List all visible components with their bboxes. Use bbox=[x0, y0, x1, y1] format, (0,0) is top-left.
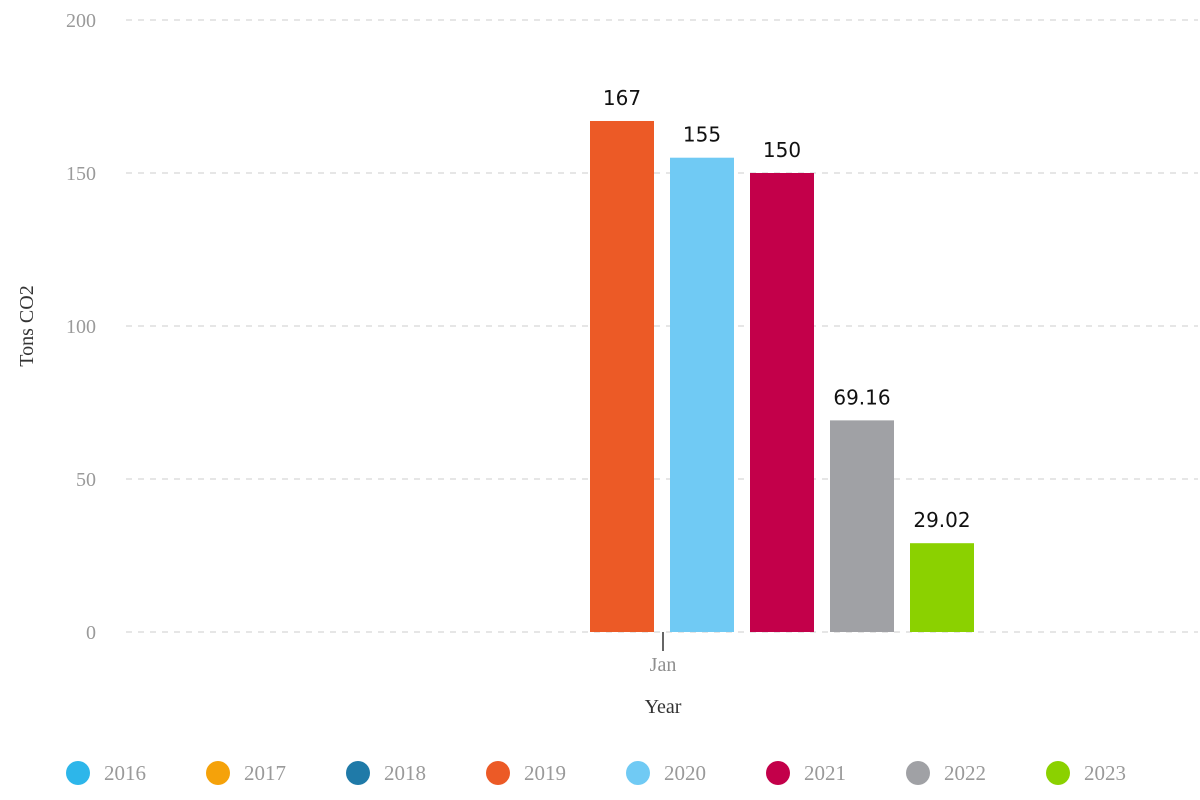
legend-item-2016[interactable]: 2016 bbox=[66, 761, 146, 785]
y-tick-label: 50 bbox=[76, 469, 96, 491]
legend-marker bbox=[906, 761, 930, 785]
legend-marker bbox=[66, 761, 90, 785]
y-tick-label: 200 bbox=[66, 10, 96, 32]
data-label-2021: 150 bbox=[763, 138, 801, 162]
legend-label: 2020 bbox=[664, 761, 706, 785]
legend: 2016 2017 2018 2019 2020 2021 2022 2023 bbox=[66, 761, 1126, 785]
legend-label: 2023 bbox=[1084, 761, 1126, 785]
legend-item-2022[interactable]: 2022 bbox=[906, 761, 986, 785]
data-label-2022: 69.16 bbox=[833, 385, 890, 409]
x-tick-label: Jan bbox=[650, 654, 677, 676]
bar-2020[interactable] bbox=[670, 157, 734, 632]
legend-marker bbox=[626, 761, 650, 785]
y-axis-title: Tons CO2 bbox=[16, 285, 38, 366]
y-tick-label: 100 bbox=[66, 316, 96, 338]
legend-marker bbox=[486, 761, 510, 785]
y-tick-label: 150 bbox=[66, 163, 96, 185]
bar-2019[interactable] bbox=[590, 120, 654, 632]
y-axis-ticks: 0 50 100 150 200 bbox=[66, 10, 96, 644]
legend-item-2020[interactable]: 2020 bbox=[626, 761, 706, 785]
data-label-2019: 167 bbox=[603, 86, 641, 110]
data-label-2023: 29.02 bbox=[913, 508, 970, 532]
legend-label: 2018 bbox=[384, 761, 426, 785]
bar-2021[interactable] bbox=[750, 173, 814, 632]
bar-2022[interactable] bbox=[830, 420, 894, 632]
legend-label: 2022 bbox=[944, 761, 986, 785]
y-tick-label: 0 bbox=[86, 622, 96, 644]
legend-label: 2017 bbox=[244, 761, 286, 785]
legend-marker bbox=[766, 761, 790, 785]
legend-label: 2021 bbox=[804, 761, 846, 785]
x-axis: Jan bbox=[650, 632, 677, 676]
legend-marker bbox=[1046, 761, 1070, 785]
x-axis-title: Year bbox=[645, 696, 682, 718]
legend-item-2017[interactable]: 2017 bbox=[206, 761, 286, 785]
legend-item-2019[interactable]: 2019 bbox=[486, 761, 566, 785]
legend-marker bbox=[206, 761, 230, 785]
grid-lines bbox=[126, 19, 1198, 633]
bars bbox=[590, 120, 974, 632]
legend-label: 2016 bbox=[104, 761, 146, 785]
legend-item-2023[interactable]: 2023 bbox=[1046, 761, 1126, 785]
legend-item-2021[interactable]: 2021 bbox=[766, 761, 846, 785]
legend-marker bbox=[346, 761, 370, 785]
data-labels: 167 155 150 69.16 29.02 bbox=[603, 86, 971, 532]
bar-2023[interactable] bbox=[910, 543, 974, 632]
legend-item-2018[interactable]: 2018 bbox=[346, 761, 426, 785]
data-label-2020: 155 bbox=[683, 123, 721, 147]
legend-label: 2019 bbox=[524, 761, 566, 785]
